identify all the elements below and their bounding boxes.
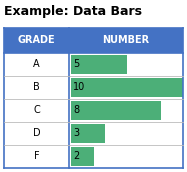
Bar (4, 76, 183, 99)
Bar (71, 78, 183, 97)
Text: Example: Data Bars: Example: Data Bars (4, 5, 142, 18)
Bar (71, 55, 127, 74)
Bar (4, 99, 183, 122)
Bar (4, 28, 183, 52)
Text: NUMBER: NUMBER (103, 35, 150, 45)
Text: 2: 2 (73, 152, 80, 162)
Text: F: F (34, 152, 39, 162)
Bar (4, 122, 183, 145)
Bar (4, 52, 183, 76)
Bar (71, 124, 105, 143)
Text: GRADE: GRADE (18, 35, 56, 45)
Text: A: A (33, 59, 40, 69)
Text: 10: 10 (73, 82, 86, 92)
Text: 5: 5 (73, 59, 80, 69)
Bar (71, 101, 161, 120)
Text: 3: 3 (73, 128, 79, 138)
Text: D: D (33, 128, 40, 138)
Text: 8: 8 (73, 105, 79, 115)
Text: B: B (33, 82, 40, 92)
Bar (4, 145, 183, 168)
Bar (71, 147, 94, 166)
Text: C: C (33, 105, 40, 115)
